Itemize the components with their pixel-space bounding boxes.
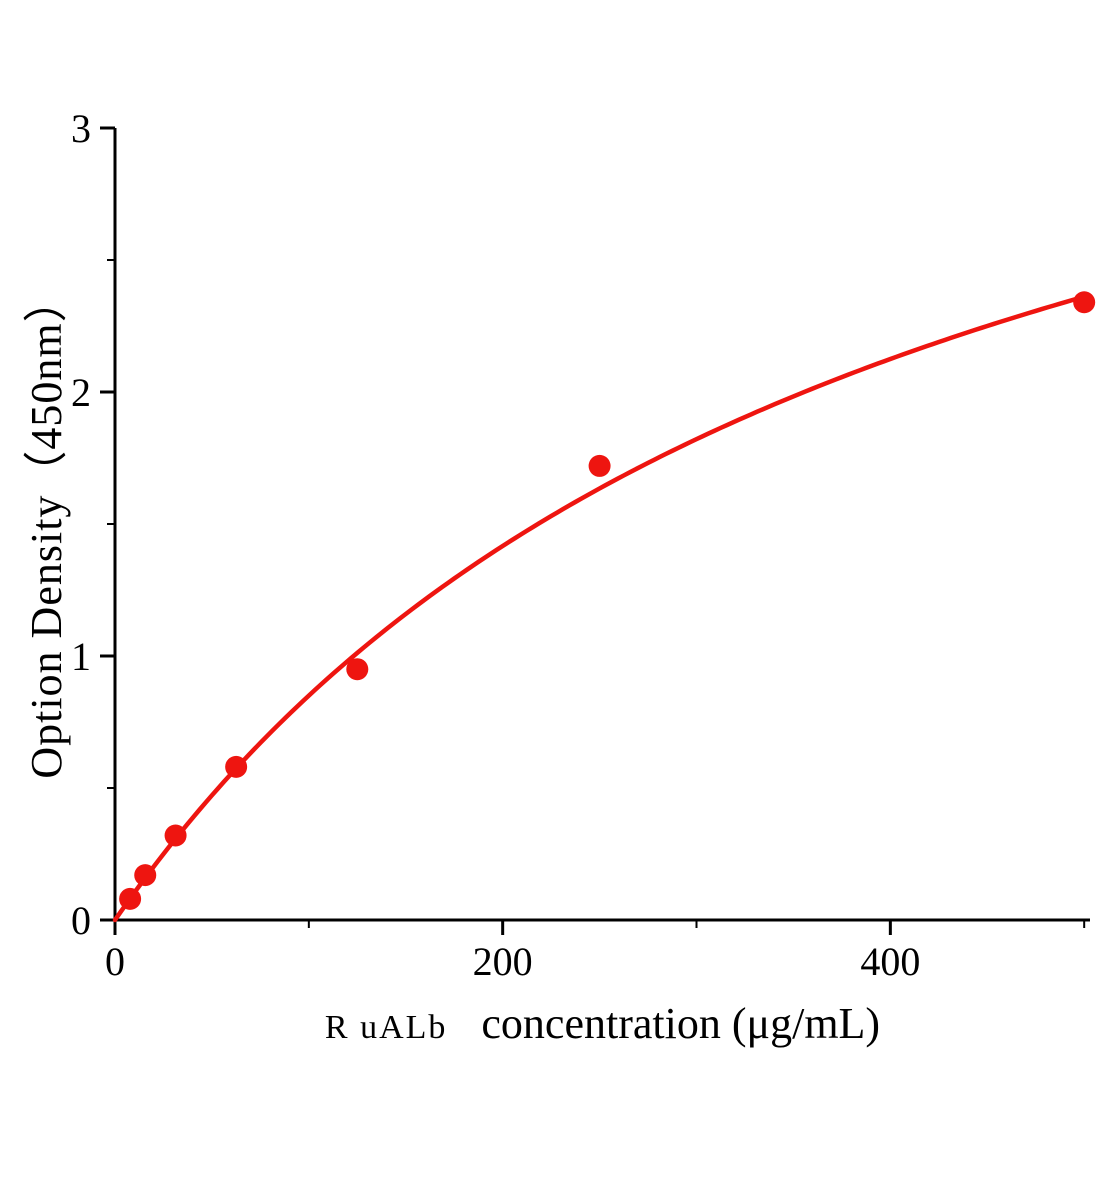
x-axis-title-prefix: R uALb	[324, 1009, 448, 1046]
x-axis-title-main: concentration (μg/mL)	[481, 999, 881, 1048]
data-point	[225, 755, 248, 778]
data-point	[134, 864, 157, 887]
x-tick-label: 0	[105, 939, 125, 984]
fitted-curve	[112, 294, 1087, 923]
data-point	[119, 887, 142, 910]
y-tick-label: 1	[71, 634, 91, 679]
x-tick-label: 400	[860, 939, 920, 984]
data-point	[588, 454, 611, 477]
data-point	[346, 658, 369, 681]
x-tick-label: 200	[473, 939, 533, 984]
axes-layer	[100, 126, 1090, 935]
x-axis-title: R uALb concentration (μg/mL)	[115, 998, 1090, 1049]
series-layer	[112, 291, 1096, 923]
y-tick-label: 3	[71, 106, 91, 151]
y-tick-label: 0	[71, 898, 91, 943]
y-axis-title: Option Density（450nm）	[22, 277, 71, 779]
data-point	[164, 824, 187, 847]
tick-label-layer: 0 200 400 0 1 2 3	[71, 106, 920, 984]
data-point	[1073, 291, 1096, 314]
y-tick-label: 2	[71, 370, 91, 415]
